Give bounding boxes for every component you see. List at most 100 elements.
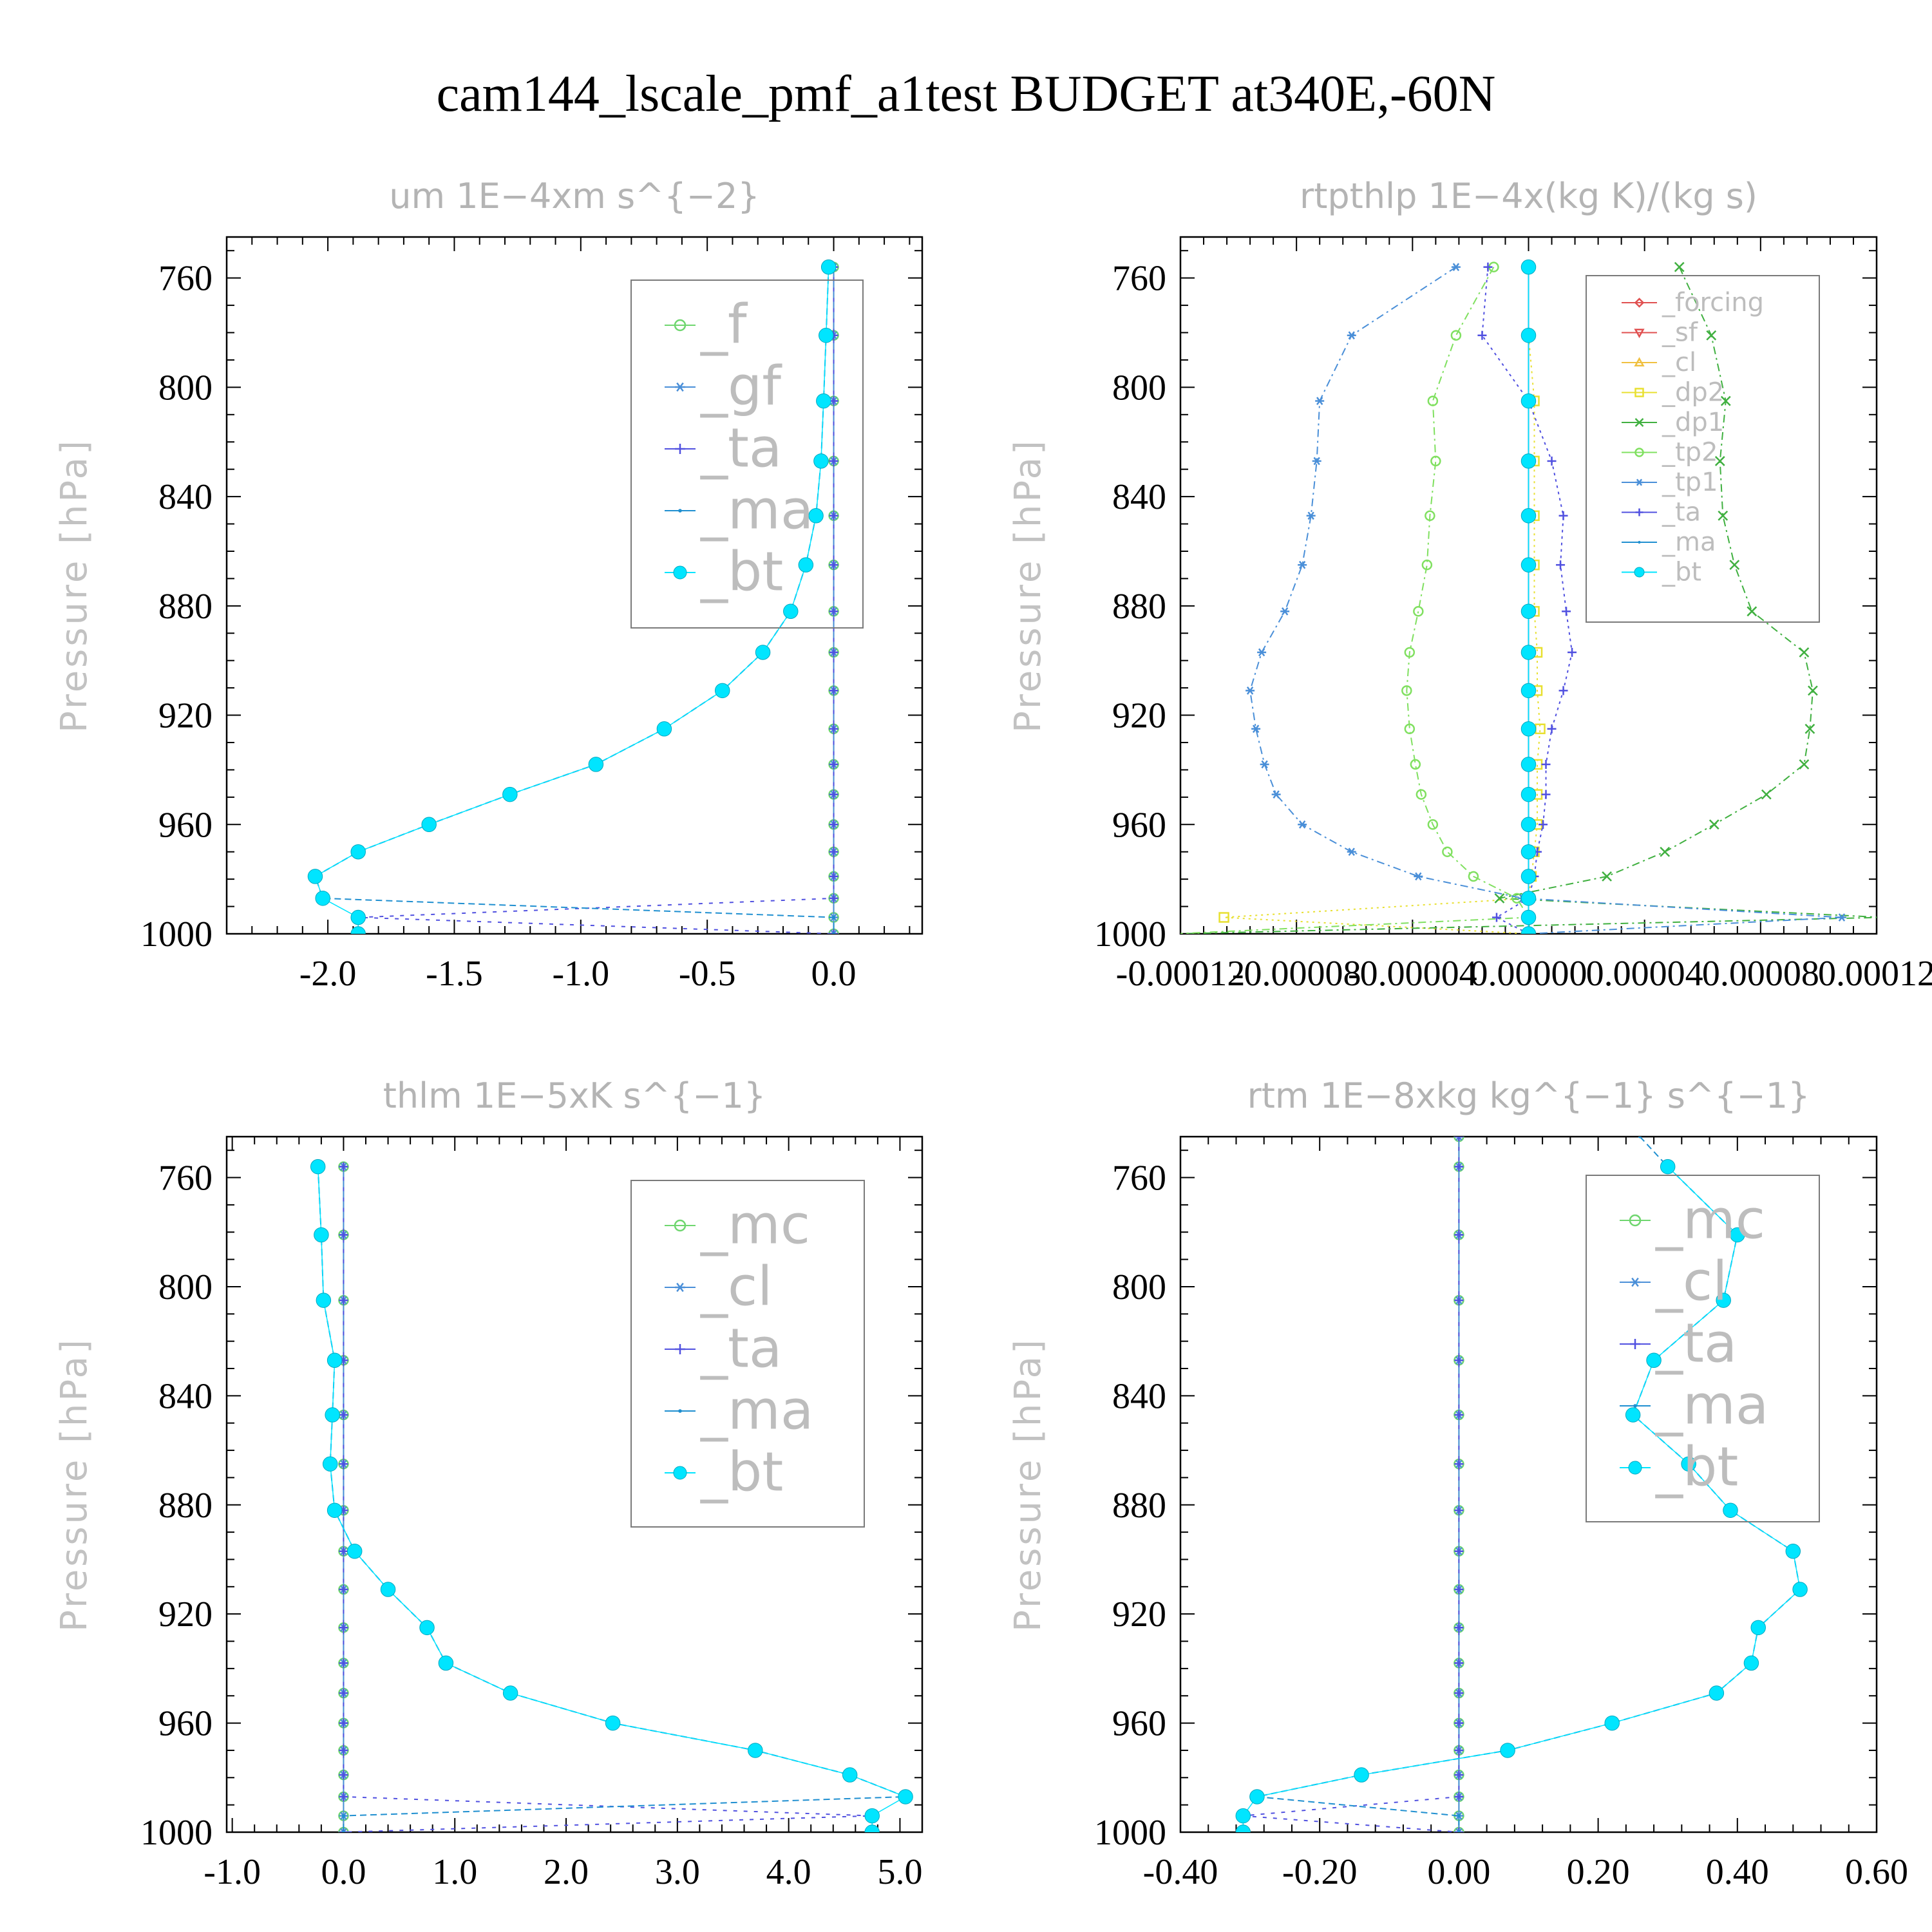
data-point-bt-shape [813,453,829,469]
data-point-tp2 [1468,871,1479,882]
legend-marker-ta [675,444,685,454]
data-point-bt-shape [1520,926,1537,934]
data-point-bt-shape [1520,721,1537,737]
data-point-bt-shape [1625,1407,1641,1423]
data-point-bt-shape [327,1352,343,1368]
data-point-bt [816,393,831,409]
data-point-ta [1454,1745,1464,1755]
legend-marker-dp2 [1634,388,1644,397]
y-tick-label: 800 [1112,368,1166,408]
data-point-dp1-d2 [1602,871,1612,882]
data-point-dp2-shape [1218,912,1229,923]
data-point-bt [1520,453,1537,469]
data-point-bt [1785,1544,1801,1559]
legend-marker-tp1 [1635,478,1643,486]
legend-marker-dp1 [1634,418,1644,427]
data-point-cl-d1 [1457,1137,1463,1141]
data-point-bt-shape [1520,891,1537,906]
data-point-bt [1520,393,1537,409]
series-line-tp1 [1249,266,1842,934]
data-point-dp1-d2 [1747,606,1757,617]
data-point-cl [1454,1137,1464,1141]
data-point-ta [1558,686,1568,696]
data-point-dp1 [1709,819,1719,830]
legend-label-cl: _cl [1662,348,1696,377]
data-point-ma [832,916,835,919]
legend-label-gf: _gf [700,355,782,418]
data-point-tp2-shape [1404,723,1416,735]
data-point-bt [1235,1808,1251,1824]
data-point-bt-shape [605,1715,621,1731]
data-point-bt-shape [350,926,366,934]
data-point-bt [380,1582,396,1597]
data-point-gf-d1 [830,929,835,934]
data-point-bt [314,1227,329,1243]
data-point-ta [1547,724,1557,734]
legend-label-dp1: _dp1 [1662,408,1724,437]
data-point-tp1 [1251,724,1261,734]
data-point-dp1-d2 [1714,456,1725,466]
data-point-bt [502,1685,518,1701]
legend-label-cl: _cl [700,1255,773,1318]
data-point-ta [1454,1296,1464,1305]
panel-title: rtm 1E−8xkg kg^{−1} s^{−1} [1247,1075,1810,1116]
legend-marker-forcing-shape [1634,298,1645,308]
data-point-ta [339,1792,348,1801]
data-point-bt-shape [346,1544,363,1559]
data-point-bt-shape [315,891,330,906]
data-point-tp1 [1280,607,1290,616]
legend: _mc_cl_ta_ma_bt [1586,1175,1820,1522]
data-point-tp2-shape [1442,846,1453,857]
legend-label-ta: _ta [700,1317,782,1380]
data-point-dp1 [1808,685,1818,696]
data-point-ta [339,1658,348,1668]
y-tick-label: 880 [1112,1486,1166,1526]
data-point-bt-shape [380,1582,396,1597]
x-tick-label: 4.0 [766,1852,811,1892]
data-point-bt [1520,603,1537,620]
data-point-bt [842,1767,858,1783]
data-point-tp2 [1404,723,1416,735]
data-point-ma [1638,1137,1642,1139]
panel-title: um 1E−4xm s^{−2} [389,176,760,216]
data-point-tp2-shape [1430,455,1441,467]
y-tick-label: 880 [1112,587,1166,627]
figure-title: cam144_lscale_pmf_a1test BUDGET at340E,-… [437,66,1496,122]
y-tick-label: 760 [158,1159,213,1198]
data-point-bt [1520,926,1537,934]
legend-frame [630,279,864,629]
x-tick-label: -0.20 [1282,1852,1358,1892]
legend-marker-f-shape [674,319,687,332]
data-point-bt [1520,557,1537,573]
x-tick-label: 0.00000 [1470,954,1587,994]
y-tick-label: 760 [1112,1159,1166,1198]
y-tick-label: 840 [158,1376,213,1416]
data-point-tp1-d2 [1415,872,1422,881]
data-point-bt [1730,1227,1745,1243]
data-point-ma-shape [832,916,835,919]
data-point-tp1-d2 [1348,848,1355,857]
data-point-ta [829,871,838,881]
legend-marker-bt [673,1466,687,1480]
data-point-bt [1646,1352,1662,1368]
y-tick-label: 840 [1112,1376,1166,1416]
data-point-bt-shape [419,1620,435,1636]
data-point-tp2-shape [1427,395,1439,406]
data-point-tp1 [1260,760,1269,769]
data-point-dp1-d2 [1799,759,1810,770]
data-point-bt-shape [1520,603,1537,620]
data-point-bt-shape [310,1159,326,1175]
legend-marker-cl-d2 [1631,1277,1639,1287]
data-point-bt-shape [1520,786,1537,802]
data-point-ta [1454,1546,1464,1556]
legend-marker-ma [678,509,682,513]
data-point-ta [339,1689,348,1698]
data-point-ta [339,1546,348,1556]
data-point-tp1 [1837,913,1846,922]
data-point-bt [327,1502,343,1518]
legend-label-tp1: _tp1 [1662,468,1718,497]
data-point-tp2 [1427,395,1439,406]
data-point-bt-shape [1716,1293,1731,1308]
data-point-dp1-d2 [1799,647,1810,658]
data-point-bt [808,508,824,524]
